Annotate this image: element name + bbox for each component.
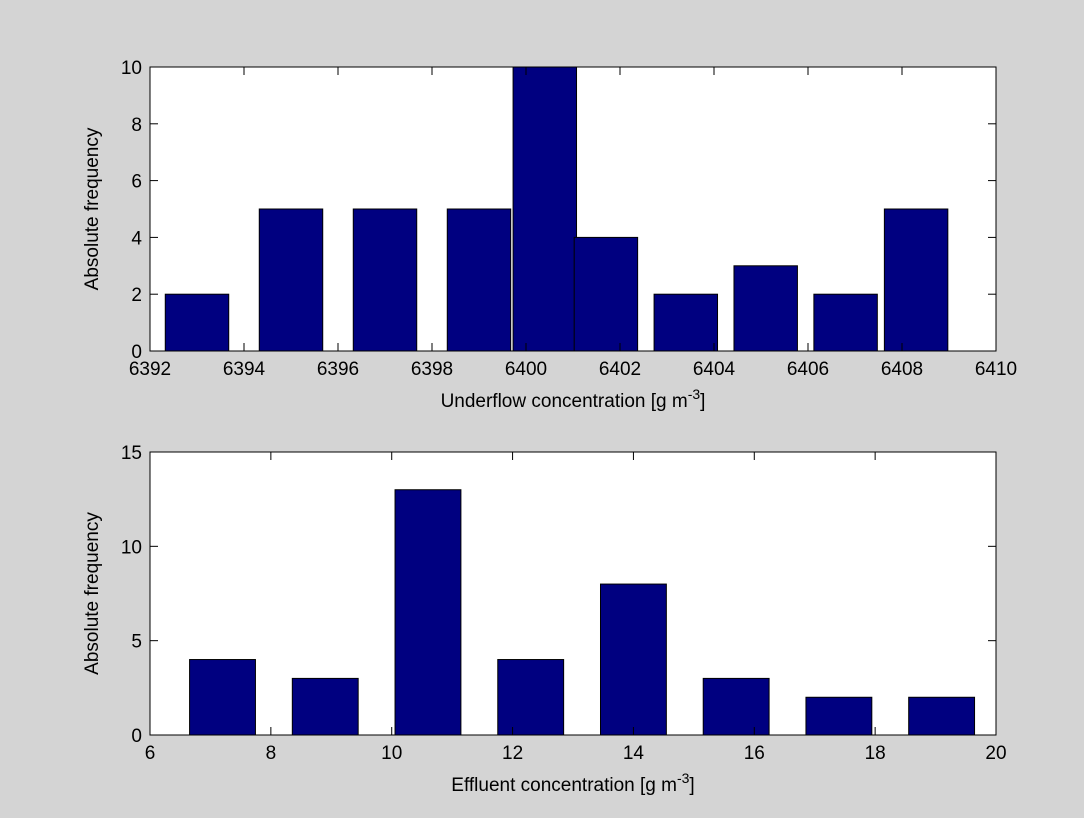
bar xyxy=(805,696,873,735)
y-tick-label: 10 xyxy=(121,537,142,558)
y-tick-label: 15 xyxy=(121,443,142,464)
bar xyxy=(1011,697,1077,735)
bar xyxy=(497,659,565,735)
axes-background xyxy=(150,452,996,735)
bar xyxy=(702,677,770,735)
y-tick-label: 10 xyxy=(121,58,142,79)
x-tick-label: 6396 xyxy=(317,359,359,380)
axes-box xyxy=(149,66,997,352)
bar xyxy=(189,659,256,735)
y-tick-label: 8 xyxy=(131,115,142,136)
x-tick-label: 6410 xyxy=(975,359,1017,380)
bar xyxy=(446,208,512,351)
x-tick-label: 6402 xyxy=(599,359,641,380)
x-tick-label: 6404 xyxy=(693,359,736,380)
x-tick-label: 12 xyxy=(502,743,523,764)
x-tick-label: 6392 xyxy=(129,359,171,380)
x-tick-label: 14 xyxy=(623,743,645,764)
y-axis-label: Absolute frequency xyxy=(82,512,103,675)
bar xyxy=(394,489,462,735)
bar xyxy=(573,236,639,351)
bar xyxy=(908,696,976,735)
x-axis-label: Underflow concentration [g m-3] xyxy=(441,386,706,412)
y-axis-label: Absolute frequency xyxy=(82,127,103,290)
x-tick-label: 8 xyxy=(266,743,277,764)
x-tick-label: 16 xyxy=(744,743,765,764)
y-tick-label: 0 xyxy=(131,726,142,747)
bar xyxy=(733,265,798,351)
subplot-2: 6 8 10 12 14 16 18 20 0 5 10 15 Effluent concentrati… xyxy=(82,443,1077,796)
bar xyxy=(883,208,949,351)
bar xyxy=(512,67,578,351)
axes-box xyxy=(149,451,997,736)
bar xyxy=(352,208,418,351)
x-tick-label: 6400 xyxy=(505,359,547,380)
y-tick-label: 5 xyxy=(131,632,142,653)
x-axis-label: Effluent concentration [g m-3] xyxy=(451,770,694,796)
x-tick-label: 6408 xyxy=(881,359,923,380)
subplot-1: 6392 6394 6396 6398 6400 6402 6404 6406 6408 6410… xyxy=(82,58,1017,412)
y-tick-label: 4 xyxy=(131,228,142,249)
bar xyxy=(653,293,719,351)
x-tick-label: 6398 xyxy=(411,359,453,380)
bar xyxy=(258,208,324,351)
bar xyxy=(599,583,667,735)
y-tick-label: 2 xyxy=(131,285,142,306)
bars xyxy=(189,489,1077,735)
bars xyxy=(164,67,949,351)
y-tick-label: 6 xyxy=(131,172,142,193)
bar xyxy=(291,677,359,735)
x-tick-label: 6406 xyxy=(787,359,829,380)
y-tick-label: 0 xyxy=(131,342,142,363)
bar xyxy=(164,293,230,351)
x-tick-label: 20 xyxy=(985,743,1006,764)
x-tick-label: 10 xyxy=(381,743,402,764)
x-tick-label: 18 xyxy=(865,743,886,764)
x-tick-label: 6 xyxy=(145,743,156,764)
bar xyxy=(813,293,878,351)
x-tick-label: 6394 xyxy=(223,359,266,380)
